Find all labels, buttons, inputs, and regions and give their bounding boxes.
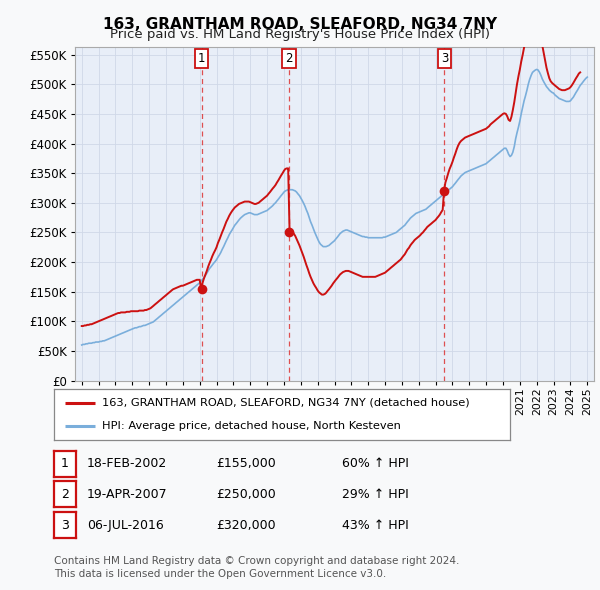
Text: £155,000: £155,000 [216, 457, 276, 470]
Text: Price paid vs. HM Land Registry's House Price Index (HPI): Price paid vs. HM Land Registry's House … [110, 28, 490, 41]
Text: 2: 2 [285, 52, 293, 65]
Text: 18-FEB-2002: 18-FEB-2002 [87, 457, 167, 470]
Text: £320,000: £320,000 [216, 519, 275, 532]
Text: This data is licensed under the Open Government Licence v3.0.: This data is licensed under the Open Gov… [54, 569, 386, 579]
Text: HPI: Average price, detached house, North Kesteven: HPI: Average price, detached house, Nort… [102, 421, 401, 431]
Text: 60% ↑ HPI: 60% ↑ HPI [342, 457, 409, 470]
Text: 3: 3 [440, 52, 448, 65]
Text: 43% ↑ HPI: 43% ↑ HPI [342, 519, 409, 532]
Text: 2: 2 [61, 488, 69, 501]
Text: 06-JUL-2016: 06-JUL-2016 [87, 519, 164, 532]
Text: 163, GRANTHAM ROAD, SLEAFORD, NG34 7NY: 163, GRANTHAM ROAD, SLEAFORD, NG34 7NY [103, 17, 497, 31]
Text: 19-APR-2007: 19-APR-2007 [87, 488, 167, 501]
Text: 163, GRANTHAM ROAD, SLEAFORD, NG34 7NY (detached house): 163, GRANTHAM ROAD, SLEAFORD, NG34 7NY (… [102, 398, 470, 408]
Text: 3: 3 [61, 519, 69, 532]
Text: 29% ↑ HPI: 29% ↑ HPI [342, 488, 409, 501]
Text: 1: 1 [61, 457, 69, 470]
Text: Contains HM Land Registry data © Crown copyright and database right 2024.: Contains HM Land Registry data © Crown c… [54, 556, 460, 566]
Text: £250,000: £250,000 [216, 488, 276, 501]
Text: 1: 1 [198, 52, 205, 65]
